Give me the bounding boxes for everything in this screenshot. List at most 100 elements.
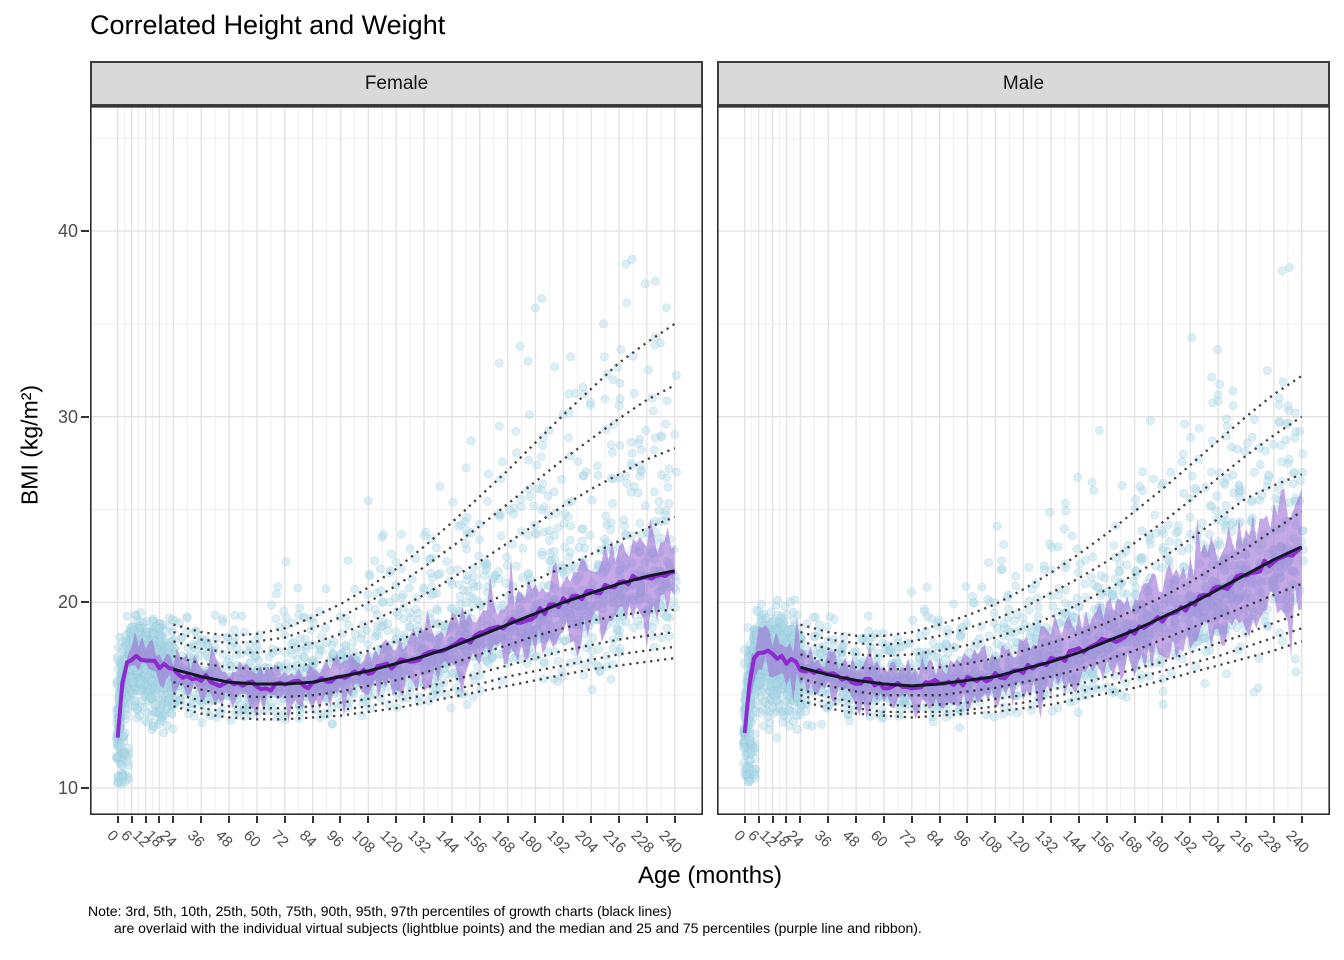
y-tick-label: 10 — [57, 778, 78, 798]
x-axis-tick — [130, 816, 133, 823]
x-tick-label: 168 — [1115, 827, 1145, 857]
x-tick-label: 240 — [655, 827, 685, 857]
x-tick-label: 84 — [922, 827, 947, 851]
x-axis-tick — [172, 816, 175, 823]
x-axis-tick — [534, 816, 537, 823]
facet-strip-male: Male — [717, 61, 1330, 106]
x-axis-tick — [450, 816, 453, 823]
y-tick-label: 30 — [57, 406, 78, 427]
x-axis-tick — [1244, 816, 1247, 823]
x-tick-label: 240 — [1282, 827, 1312, 857]
growth-percentile-p90 — [173, 447, 676, 654]
x-axis-tick — [339, 816, 342, 823]
x-tick-label: 72 — [894, 827, 919, 851]
growth-percentile-p75 — [800, 510, 1303, 671]
x-axis-tick — [645, 816, 648, 823]
y-axis-tick — [81, 787, 89, 789]
growth-percentile-p25 — [173, 608, 675, 699]
growth-percentile-p25 — [800, 582, 1303, 697]
x-axis-tick — [506, 816, 509, 823]
x-axis-tick — [395, 816, 398, 823]
x-tick-label: 108 — [348, 827, 379, 857]
x-tick-label: 216 — [599, 827, 630, 857]
x-axis-tick — [938, 816, 941, 823]
x-axis-tick — [1217, 816, 1220, 823]
facet-panel-female — [90, 106, 703, 815]
x-axis-tick — [827, 816, 830, 823]
x-tick-label: 120 — [376, 827, 407, 857]
x-tick-label: 180 — [515, 827, 546, 857]
x-axis-tick — [1272, 816, 1275, 823]
iqr-ribbon — [117, 517, 675, 749]
x-axis-tick — [743, 816, 746, 823]
x-tick-label: 108 — [975, 827, 1006, 857]
x-axis-tick — [799, 816, 802, 823]
x-tick-label: 156 — [1087, 827, 1117, 857]
x-axis-tick — [1077, 816, 1080, 823]
x-tick-label: 48 — [212, 827, 236, 851]
x-tick-label: 192 — [543, 827, 574, 857]
x-tick-label: 6 — [744, 827, 763, 845]
x-axis-tick — [283, 816, 286, 823]
y-tick-label: 20 — [57, 592, 78, 613]
panel-border — [717, 106, 1330, 815]
x-tick-label: 6 — [117, 827, 136, 845]
x-tick-label: 84 — [295, 827, 320, 851]
x-axis-tick — [200, 816, 203, 823]
x-axis-tick — [144, 816, 147, 823]
growth-percentile-p3 — [173, 656, 675, 721]
x-axis-tick — [311, 816, 314, 823]
x-tick-label: 0 — [103, 827, 122, 845]
x-tick-label: 36 — [184, 827, 209, 851]
x-axis-tick — [423, 816, 426, 823]
y-axis-title: BMI (kg/m²) — [16, 384, 43, 506]
x-tick-label: 204 — [571, 827, 602, 857]
x-axis-tick — [1050, 816, 1053, 823]
y-axis-tick — [81, 230, 89, 233]
facet-panel-male — [717, 106, 1330, 815]
chart-title: Correlated Height and Weight — [90, 10, 446, 40]
x-tick-label: 48 — [839, 827, 863, 851]
x-axis-tick — [1105, 816, 1108, 823]
caption-note: Note: 3rd, 5th, 10th, 25th, 50th, 75th, … — [88, 903, 922, 937]
x-axis-tick — [1022, 816, 1025, 823]
growth-percentile-p10 — [173, 630, 675, 710]
x-tick-label: 12 — [128, 827, 153, 851]
y-axis-tick — [81, 601, 89, 604]
facet-label-female: Female — [364, 72, 429, 94]
y-tick-label: 40 — [57, 221, 78, 242]
growth-percentile-p5 — [173, 645, 675, 715]
x-axis-tick — [228, 816, 231, 823]
y-axis-tick — [81, 415, 89, 418]
x-axis-tick — [1161, 816, 1164, 823]
x-tick-label: 18 — [142, 827, 167, 851]
x-axis-tick — [1300, 816, 1303, 823]
x-axis-tick — [255, 816, 258, 823]
x-axis-tick — [757, 816, 760, 823]
x-axis-tick — [1133, 816, 1136, 823]
x-tick-label: 24 — [156, 827, 181, 851]
x-axis-tick — [994, 816, 997, 823]
x-tick-label: 228 — [627, 827, 658, 857]
growth-percentile-p3 — [800, 640, 1303, 719]
x-axis-tick — [367, 816, 370, 823]
growth-percentile-p97 — [800, 374, 1303, 637]
x-axis-tick — [785, 816, 788, 823]
growth-percentile-p95 — [173, 384, 676, 645]
x-tick-label: 18 — [769, 827, 794, 851]
x-tick-label: 120 — [1003, 827, 1034, 857]
growth-percentile-p10 — [800, 612, 1303, 708]
panel-border — [90, 106, 703, 815]
growth-percentile-p50 — [800, 545, 1303, 688]
x-tick-label: 96 — [950, 827, 975, 851]
x-axis-title: Age (months) — [637, 862, 783, 889]
x-tick-label: 216 — [1226, 827, 1257, 857]
x-tick-label: 72 — [267, 827, 292, 851]
caption-note-line1: Note: 3rd, 5th, 10th, 25th, 50th, 75th, … — [88, 903, 672, 919]
x-tick-label: 60 — [239, 827, 264, 851]
x-axis-tick — [478, 816, 481, 823]
x-axis-tick — [966, 816, 969, 823]
x-tick-label: 0 — [730, 827, 749, 845]
iqr-ribbon — [744, 488, 1302, 741]
